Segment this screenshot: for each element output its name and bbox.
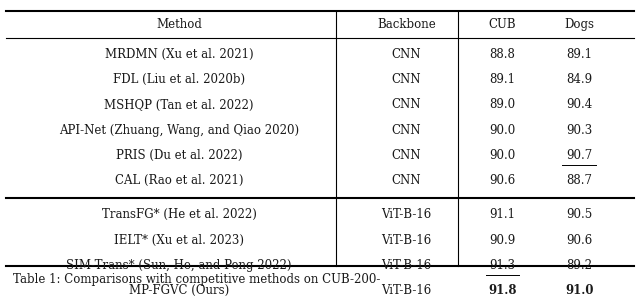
Text: ViT-B-16: ViT-B-16 bbox=[381, 259, 431, 272]
Text: MRDMN (Xu et al. 2021): MRDMN (Xu et al. 2021) bbox=[105, 48, 253, 61]
Text: 89.0: 89.0 bbox=[490, 99, 515, 111]
Text: Dogs: Dogs bbox=[564, 18, 594, 31]
Text: CNN: CNN bbox=[392, 149, 421, 162]
Text: ViT-B-16: ViT-B-16 bbox=[381, 208, 431, 221]
Text: PRIS (Du et al. 2022): PRIS (Du et al. 2022) bbox=[116, 149, 243, 162]
Text: 90.0: 90.0 bbox=[489, 124, 516, 137]
Text: ViT-B-16: ViT-B-16 bbox=[381, 234, 431, 247]
Text: 91.0: 91.0 bbox=[565, 284, 593, 297]
Text: Table 1: Comparisons with competitive methods on CUB-200-: Table 1: Comparisons with competitive me… bbox=[13, 273, 380, 286]
Text: 84.9: 84.9 bbox=[566, 73, 592, 86]
Text: 90.6: 90.6 bbox=[489, 174, 516, 187]
Text: 90.6: 90.6 bbox=[566, 234, 593, 247]
Text: 91.8: 91.8 bbox=[488, 284, 516, 297]
Text: CNN: CNN bbox=[392, 99, 421, 111]
Text: Backbone: Backbone bbox=[377, 18, 436, 31]
Text: 89.2: 89.2 bbox=[566, 259, 592, 272]
Text: 90.3: 90.3 bbox=[566, 124, 593, 137]
Text: CAL (Rao et al. 2021): CAL (Rao et al. 2021) bbox=[115, 174, 243, 187]
Text: 91.3: 91.3 bbox=[490, 259, 515, 272]
Text: CUB: CUB bbox=[488, 18, 516, 31]
Text: 90.4: 90.4 bbox=[566, 99, 593, 111]
Text: API-Net (Zhuang, Wang, and Qiao 2020): API-Net (Zhuang, Wang, and Qiao 2020) bbox=[59, 124, 300, 137]
Text: FDL (Liu et al. 2020b): FDL (Liu et al. 2020b) bbox=[113, 73, 245, 86]
Text: Method: Method bbox=[156, 18, 202, 31]
Text: 90.0: 90.0 bbox=[489, 149, 516, 162]
Text: 89.1: 89.1 bbox=[490, 73, 515, 86]
Text: 89.1: 89.1 bbox=[566, 48, 592, 61]
Text: 90.9: 90.9 bbox=[489, 234, 516, 247]
Text: SIM-Trans* (Sun, He, and Peng 2022): SIM-Trans* (Sun, He, and Peng 2022) bbox=[67, 259, 292, 272]
Text: TransFG* (He et al. 2022): TransFG* (He et al. 2022) bbox=[102, 208, 257, 221]
Text: MP-FGVC (Ours): MP-FGVC (Ours) bbox=[129, 284, 229, 297]
Text: CNN: CNN bbox=[392, 48, 421, 61]
Text: CNN: CNN bbox=[392, 124, 421, 137]
Text: 90.5: 90.5 bbox=[566, 208, 593, 221]
Text: 88.7: 88.7 bbox=[566, 174, 592, 187]
Text: MSHQP (Tan et al. 2022): MSHQP (Tan et al. 2022) bbox=[104, 99, 254, 111]
Text: CNN: CNN bbox=[392, 174, 421, 187]
Text: 90.7: 90.7 bbox=[566, 149, 593, 162]
Text: 91.1: 91.1 bbox=[490, 208, 515, 221]
Text: CNN: CNN bbox=[392, 73, 421, 86]
Text: IELT* (Xu et al. 2023): IELT* (Xu et al. 2023) bbox=[114, 234, 244, 247]
Text: ViT-B-16: ViT-B-16 bbox=[381, 284, 431, 297]
Text: 88.8: 88.8 bbox=[490, 48, 515, 61]
